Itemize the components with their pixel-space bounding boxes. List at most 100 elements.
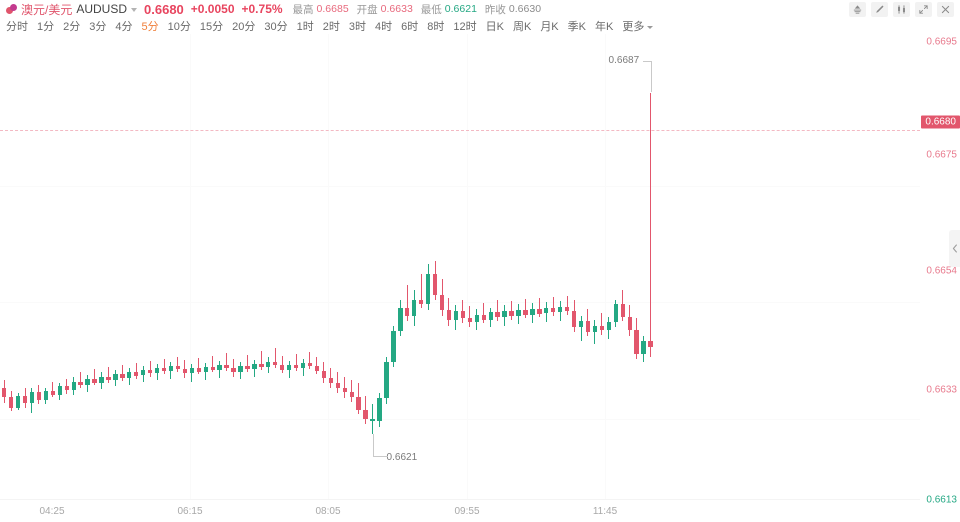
candle-body bbox=[627, 316, 632, 331]
candle-body bbox=[314, 366, 320, 372]
candle-body bbox=[141, 370, 146, 376]
candle-body bbox=[377, 398, 382, 422]
panel-collapse-handle[interactable] bbox=[949, 230, 960, 267]
candle-body bbox=[551, 308, 556, 313]
candle-body bbox=[558, 307, 563, 313]
candle-body bbox=[224, 365, 229, 369]
price-tick: 0.6633 bbox=[926, 384, 957, 396]
symbol-code: AUDUSD bbox=[76, 2, 128, 16]
price-axis[interactable]: 0.6695 0.6680 0.6675 0.6654 0.6633 0.6613 bbox=[920, 34, 960, 521]
candle-body bbox=[252, 364, 257, 370]
candlestick-plot[interactable]: 0.6687 0.6621 bbox=[0, 34, 920, 499]
period-tab-分时[interactable]: 分时 bbox=[6, 21, 28, 33]
candle-body bbox=[15, 395, 21, 408]
candle-wick bbox=[107, 367, 109, 383]
candle-wick bbox=[274, 347, 276, 369]
candle-body bbox=[425, 274, 431, 305]
period-tab-季K[interactable]: 季K bbox=[567, 21, 586, 33]
candle bbox=[412, 289, 417, 326]
candle-wick bbox=[483, 302, 485, 324]
period-tab-月K[interactable]: 月K bbox=[540, 21, 559, 33]
period-tab-8时[interactable]: 8时 bbox=[427, 21, 445, 33]
draw-pencil-icon[interactable] bbox=[871, 2, 888, 17]
candle bbox=[238, 362, 243, 379]
period-tab-年K[interactable]: 年K bbox=[595, 21, 614, 33]
candle-body bbox=[335, 382, 340, 388]
candle bbox=[64, 378, 69, 395]
period-tab-2时[interactable]: 2时 bbox=[322, 21, 340, 33]
period-tab-1分[interactable]: 1分 bbox=[37, 21, 55, 33]
candle-body bbox=[217, 365, 222, 371]
period-tab-15分[interactable]: 15分 bbox=[199, 21, 224, 33]
candle-body bbox=[419, 300, 424, 305]
candle bbox=[161, 358, 167, 375]
period-tab-日K[interactable]: 日K bbox=[485, 21, 504, 33]
candle-body bbox=[147, 370, 153, 374]
candle-body bbox=[530, 309, 535, 315]
candle-body bbox=[154, 368, 160, 374]
price-tick: 0.6675 bbox=[926, 149, 957, 161]
candle bbox=[558, 301, 563, 321]
indicator-icon[interactable] bbox=[849, 2, 866, 17]
period-tab-4分[interactable]: 4分 bbox=[115, 21, 133, 33]
chart-container: 0.6687 0.6621 0.6695 0.6680 0.6675 0.6654 0.… bbox=[0, 34, 960, 521]
candle bbox=[15, 393, 21, 410]
candle-wick bbox=[198, 357, 200, 375]
candle-wick bbox=[469, 306, 471, 327]
candlestick-icon[interactable] bbox=[893, 2, 910, 17]
current-price-badge: 0.6680 bbox=[921, 115, 960, 129]
candle bbox=[419, 274, 424, 308]
candle bbox=[154, 364, 160, 380]
candle-body bbox=[286, 365, 292, 371]
period-tab-1时[interactable]: 1时 bbox=[296, 21, 314, 33]
candle-wick bbox=[295, 353, 297, 372]
period-tab-6时[interactable]: 6时 bbox=[401, 21, 419, 33]
fullscreen-icon[interactable] bbox=[915, 2, 932, 17]
gridline-horizontal bbox=[0, 186, 920, 187]
candle-body bbox=[57, 385, 62, 396]
candle-body bbox=[613, 304, 618, 322]
candle-wick bbox=[344, 376, 346, 399]
stat-value-prevclose: 0.6630 bbox=[508, 3, 542, 15]
period-tab-30分[interactable]: 30分 bbox=[264, 21, 288, 33]
period-tab-3时[interactable]: 3时 bbox=[348, 21, 366, 33]
gridline-vertical bbox=[605, 34, 606, 499]
time-axis: 04:25 06:15 08:05 09:55 11:45 bbox=[0, 499, 920, 522]
candle-body bbox=[648, 341, 653, 347]
period-more-button[interactable]: 更多 bbox=[622, 18, 654, 34]
candle-body bbox=[474, 314, 479, 322]
candle-body bbox=[537, 309, 542, 314]
period-tab-4时[interactable]: 4时 bbox=[375, 21, 393, 33]
candle-body bbox=[432, 274, 438, 295]
period-tab-周K[interactable]: 周K bbox=[512, 21, 532, 33]
candle-body bbox=[363, 409, 368, 419]
candle bbox=[564, 295, 570, 315]
candle-wick bbox=[80, 372, 82, 388]
candle-body bbox=[606, 321, 612, 331]
period-tab-3分[interactable]: 3分 bbox=[89, 21, 107, 33]
candle-body bbox=[259, 364, 264, 368]
period-tab-12时[interactable]: 12时 bbox=[453, 21, 477, 33]
period-tab-5分[interactable]: 5分 bbox=[141, 21, 159, 33]
period-tab-20分[interactable]: 20分 bbox=[232, 21, 256, 33]
candle bbox=[85, 375, 90, 393]
candle bbox=[648, 93, 653, 357]
candle-body bbox=[585, 320, 591, 333]
period-tab-10分[interactable]: 10分 bbox=[167, 21, 191, 33]
candle bbox=[259, 350, 264, 371]
period-tab-2分[interactable]: 2分 bbox=[63, 21, 81, 33]
candle-body bbox=[245, 366, 250, 370]
candle bbox=[50, 381, 56, 398]
candle-wick bbox=[309, 351, 311, 370]
candle bbox=[544, 302, 549, 322]
candle-wick bbox=[538, 298, 540, 317]
candle-body bbox=[370, 418, 375, 422]
candle-body bbox=[280, 365, 285, 371]
candle bbox=[106, 367, 111, 383]
candle-body bbox=[238, 366, 243, 373]
candle-body bbox=[189, 368, 195, 374]
candle bbox=[71, 376, 76, 396]
chevron-down-icon[interactable] bbox=[131, 8, 138, 12]
close-icon[interactable] bbox=[937, 2, 954, 17]
